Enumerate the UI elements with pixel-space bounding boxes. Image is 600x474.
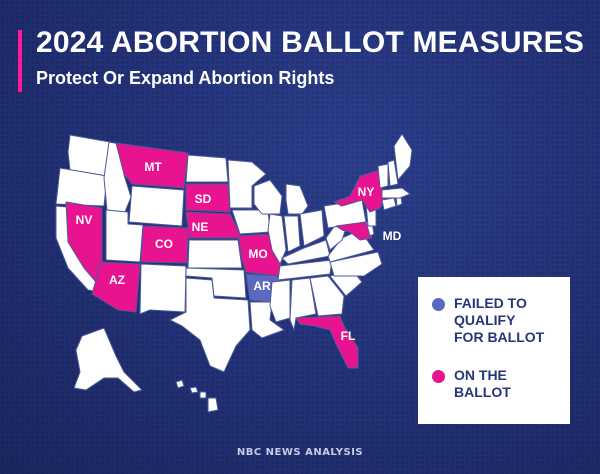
legend-swatch-on-ballot xyxy=(432,370,445,383)
state-ms xyxy=(269,279,291,323)
state-in xyxy=(283,215,301,253)
page-subtitle: Protect Or Expand Abortion Rights xyxy=(36,68,335,88)
state-nh xyxy=(387,159,399,187)
legend-label-on-ballot: ON THE BALLOT xyxy=(454,367,511,400)
state-label-ar: AR xyxy=(253,279,271,293)
state-ma xyxy=(381,187,411,199)
state-label-co: CO xyxy=(155,237,173,251)
state-co xyxy=(140,225,189,264)
state-label-mt: MT xyxy=(144,160,162,174)
state-ga xyxy=(309,275,345,317)
state-ky xyxy=(281,239,331,265)
state-az xyxy=(91,261,141,313)
state-sd xyxy=(185,183,231,213)
state-tn xyxy=(277,259,333,281)
legend-swatch-failed xyxy=(432,298,445,311)
state-tx xyxy=(169,277,251,373)
state-ct xyxy=(381,197,397,211)
state-hi xyxy=(207,397,219,413)
state-ne xyxy=(185,211,243,239)
state-vt xyxy=(377,163,389,189)
state-label-md: MD xyxy=(383,229,402,243)
legend-label-failed: FAILED TO QUALIFY FOR BALLOT xyxy=(454,295,545,345)
state-nm xyxy=(139,263,187,315)
state-ak xyxy=(73,327,143,393)
state-oh xyxy=(299,209,325,247)
state-ut xyxy=(105,209,144,263)
source-credit: NBC NEWS ANALYSIS xyxy=(236,447,364,458)
state-wi xyxy=(253,179,283,215)
state-mn xyxy=(227,159,267,209)
state-me xyxy=(393,133,413,181)
state-label-sd: SD xyxy=(195,192,212,206)
title-accent-bar xyxy=(18,30,22,92)
legend-item-failed: FAILED TO QUALIFY FOR BALLOT xyxy=(432,295,554,346)
state-label-mo: MO xyxy=(248,247,267,261)
state-nd xyxy=(185,154,229,183)
state-wa xyxy=(67,134,111,177)
state-wy xyxy=(128,185,185,227)
state-nc xyxy=(329,251,383,277)
state-il xyxy=(267,213,287,265)
state-fl xyxy=(295,315,359,369)
state-hi xyxy=(189,386,199,394)
state-ks xyxy=(187,239,243,269)
state-hi xyxy=(175,379,185,389)
state-or xyxy=(55,167,108,207)
state-mt xyxy=(115,142,189,189)
state-hi xyxy=(199,391,207,399)
state-mi xyxy=(285,183,309,215)
legend: FAILED TO QUALIFY FOR BALLOT ON THE BALL… xyxy=(418,277,570,424)
state-label-ny: NY xyxy=(358,185,375,199)
state-ny xyxy=(333,169,385,213)
legend-item-on-ballot: ON THE BALLOT xyxy=(432,367,554,401)
state-label-az: AZ xyxy=(109,273,125,287)
state-label-nv: NV xyxy=(76,213,93,227)
page-title: 2024 ABORTION BALLOT MEASURES xyxy=(36,26,585,59)
state-label-ne: NE xyxy=(192,220,209,234)
state-label-fl: FL xyxy=(341,329,356,343)
